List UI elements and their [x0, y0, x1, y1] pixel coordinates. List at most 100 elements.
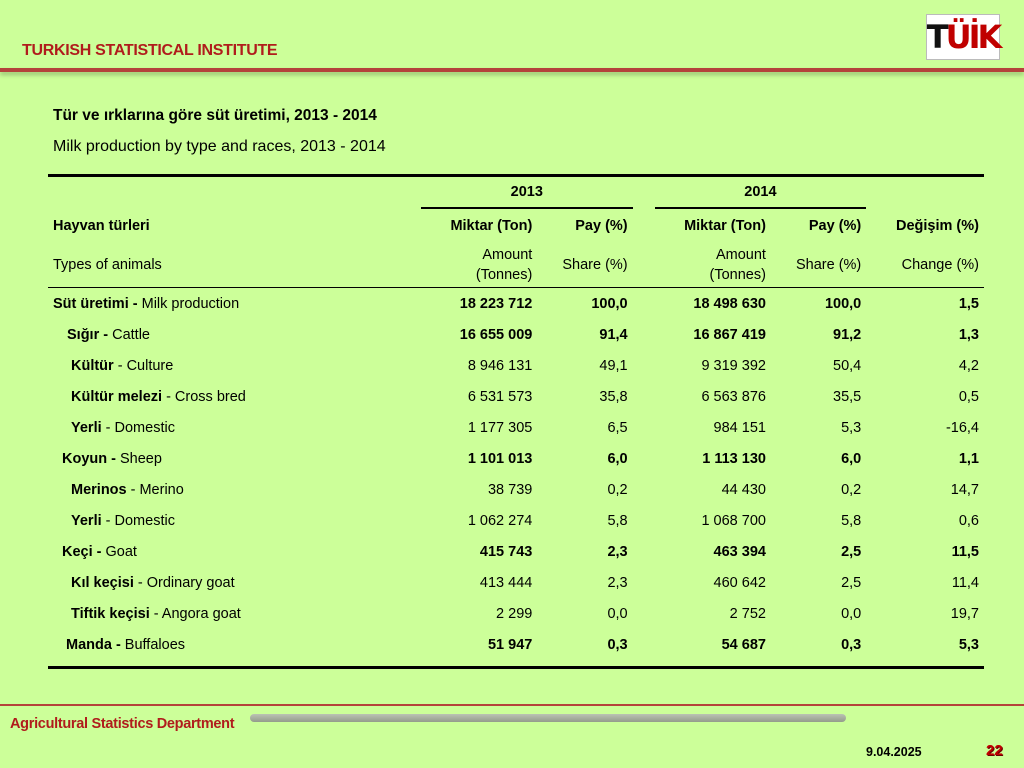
english-header-row: Types of animals Amount (Tonnes) Share (%…	[48, 243, 984, 288]
row-label-en: - Ordinary goat	[133, 574, 235, 591]
share-2013-cell: 5,8	[607, 512, 628, 529]
table-row: Tiftik keçisi - Angora goat 2 299 0,0 2 752…	[48, 598, 984, 629]
share-2014-cell: 50,4	[833, 357, 862, 374]
department-name: Agricultural Statistics Department	[10, 716, 235, 732]
share-2014-cell: 0,2	[841, 481, 862, 498]
amount-2014-header-tr: Miktar (Ton)	[684, 218, 766, 234]
share-2014-cell: 5,8	[841, 512, 862, 529]
row-label: Tiftik keçisi - Angora goat	[48, 598, 421, 629]
row-label: Merinos - Merino	[48, 474, 421, 505]
table-title-english: Milk production by type and races, 2013 …	[53, 138, 386, 155]
row-label-en: Sheep	[115, 450, 162, 467]
amount-2013-cell: 16 655 009	[459, 326, 533, 343]
turkish-header-row: Hayvan türleri Miktar (Ton) Pay (%) Mikt…	[48, 208, 984, 243]
change-cell: 4,2	[958, 357, 979, 374]
table-row: Yerli - Domestic 1 177 305 6,5 984 151 5,3 -1…	[48, 412, 984, 443]
row-label-tr: Manda -	[66, 636, 121, 653]
row-label-tr: Yerli	[71, 419, 102, 436]
share-2014-header-en: Share (%)	[795, 257, 862, 273]
animal-type-header-tr: Hayvan türleri	[53, 217, 150, 234]
amount-2013-cell: 38 739	[487, 481, 533, 498]
amount-2014-cell: 18 498 630	[693, 295, 766, 312]
share-2013-cell: 49,1	[599, 357, 628, 374]
amount-2014-header-en: Amount (Tonnes)	[709, 247, 766, 283]
row-label: Kıl keçisi - Ordinary goat	[48, 567, 421, 598]
row-label: Yerli - Domestic	[48, 505, 421, 536]
table-row: Sığır - Cattle 16 655 009 91,4 16 867 419 91…	[48, 319, 984, 350]
change-cell: 1,3	[958, 326, 979, 343]
share-2013-cell: 2,3	[607, 543, 628, 560]
organization-title: TURKISH STATISTICAL INSTITUTE	[22, 42, 278, 59]
share-2013-cell: 91,4	[599, 326, 628, 343]
amount-2013-header-en: Amount (Tonnes)	[475, 247, 533, 283]
share-2013-cell: 0,0	[607, 605, 628, 622]
share-2014-cell: 35,5	[833, 388, 862, 405]
amount-2014-cell: 460 642	[713, 574, 766, 591]
row-label-tr: Koyun -	[62, 450, 116, 467]
amount-2013-cell: 1 177 305	[467, 419, 533, 436]
year-2014-header: 2014	[654, 175, 867, 209]
row-label-tr: Sığır -	[67, 326, 109, 343]
table-row: Kültür - Culture 8 946 131 49,1 9 319 392 50…	[48, 350, 984, 381]
amount-2014-cell: 463 394	[713, 543, 766, 560]
change-cell: 14,7	[950, 481, 979, 498]
row-label: Süt üretimi - Milk production	[48, 288, 421, 320]
row-label: Sığır - Cattle	[48, 319, 421, 350]
amount-2013-cell: 2 299	[496, 605, 533, 622]
change-cell: 0,5	[958, 388, 979, 405]
amount-2013-cell: 18 223 712	[459, 295, 533, 312]
row-label-en: Goat	[101, 543, 137, 560]
amount-2014-cell: 1 068 700	[701, 512, 766, 529]
table-title-turkish: Tür ve ırklarına göre süt üretimi, 2013 …	[53, 107, 377, 124]
table-row: Süt üretimi - Milk production 18 223 712 1…	[48, 288, 984, 320]
table-row: Yerli - Domestic 1 062 274 5,8 1 068 700 5,8…	[48, 505, 984, 536]
year-header-row: 2013 2014	[48, 175, 984, 209]
table-row: Manda - Buffaloes 51 947 0,3 54 687 0,3 5,3	[48, 629, 984, 668]
logo-letters: ÜİK	[945, 18, 1003, 56]
share-2014-cell: 91,2	[833, 326, 862, 343]
share-2014-cell: 2,5	[841, 574, 862, 591]
row-label-en: - Merino	[126, 481, 184, 498]
table-row: Keçi - Goat 415 743 2,3 463 394 2,5 11,5	[48, 536, 984, 567]
change-header-tr: Değişim (%)	[896, 217, 979, 234]
share-2014-cell: 100,0	[824, 295, 862, 312]
row-label: Koyun - Sheep	[48, 443, 421, 474]
amount-2013-cell: 415 743	[479, 543, 533, 560]
table-row: Koyun - Sheep 1 101 013 6,0 1 113 130 6,0 1,1	[48, 443, 984, 474]
share-2014-cell: 2,5	[841, 543, 862, 560]
footer-divider	[0, 704, 1024, 706]
logo-letter-t: T	[926, 18, 949, 56]
milk-production-table: 2013 2014 Hayvan türleri Miktar (Ton) Pa…	[48, 174, 984, 669]
row-label-tr: Merinos	[71, 481, 127, 498]
share-2013-cell: 0,2	[607, 481, 628, 498]
share-2013-cell: 100,0	[591, 295, 628, 312]
change-cell: 11,4	[951, 574, 979, 591]
amount-2014-cell: 16 867 419	[693, 326, 766, 343]
row-label: Kültür - Culture	[48, 350, 421, 381]
row-label-en: Cattle	[108, 326, 151, 343]
row-label-tr: Keçi -	[62, 543, 102, 560]
year-2013-header: 2013	[421, 175, 633, 209]
change-cell: 19,7	[950, 605, 979, 622]
amount-2014-cell: 44 430	[721, 481, 766, 498]
amount-2013-cell: 413 444	[479, 574, 533, 591]
amount-2014-cell: 6 563 876	[701, 388, 766, 405]
share-2013-header-tr: Pay (%)	[575, 218, 628, 234]
row-label-en: - Culture	[113, 357, 174, 374]
share-2013-cell: 6,5	[607, 419, 628, 436]
share-2014-cell: 5,3	[841, 419, 862, 436]
table-row: Merinos - Merino 38 739 0,2 44 430 0,2 14,7	[48, 474, 984, 505]
amount-2013-header-tr: Miktar (Ton)	[450, 218, 533, 234]
change-cell: 11,5	[951, 543, 979, 560]
amount-2013-cell: 51 947	[487, 636, 533, 653]
row-label-tr: Kıl keçisi	[71, 574, 134, 591]
amount-2014-cell: 9 319 392	[701, 357, 766, 374]
amount-2014-cell: 54 687	[721, 636, 766, 653]
row-label: Keçi - Goat	[48, 536, 421, 567]
change-cell: 1,1	[958, 450, 979, 467]
animal-type-header-en: Types of animals	[53, 257, 162, 273]
change-cell: 5,3	[958, 636, 979, 653]
row-label-en: - Domestic	[101, 419, 175, 436]
share-2013-cell: 0,3	[607, 636, 628, 653]
row-label-tr: Kültür	[71, 357, 114, 374]
